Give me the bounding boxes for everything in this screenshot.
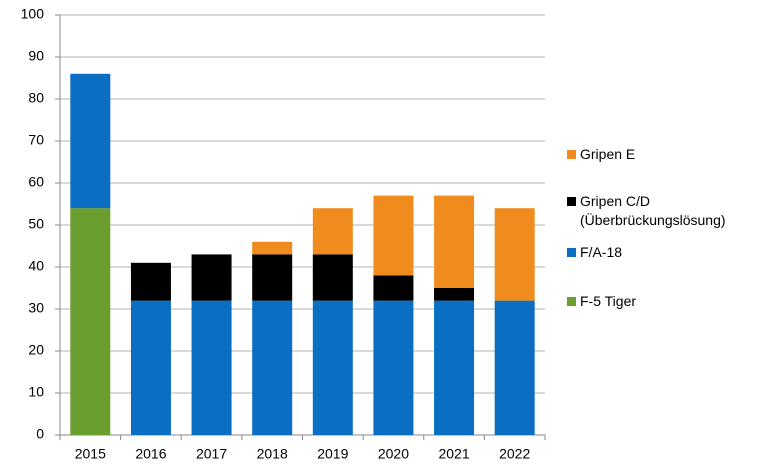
- bar-segment: [70, 73, 111, 209]
- bar-segment: [312, 254, 353, 301]
- bar-segment: [130, 300, 171, 435]
- bar-segment: [373, 300, 414, 435]
- bar-segment: [191, 300, 232, 435]
- legend-item: F-5 Tiger: [567, 292, 772, 311]
- y-tick-label: 80: [28, 90, 44, 106]
- y-tick-label: 50: [28, 216, 44, 232]
- y-tick-label: 60: [28, 174, 44, 190]
- bar-segment: [434, 195, 475, 288]
- legend-swatch: [567, 197, 576, 206]
- legend-swatch: [567, 297, 576, 306]
- bar-segment: [373, 195, 414, 276]
- legend-item: Gripen E: [567, 145, 772, 164]
- legend-label: F-5 Tiger: [580, 293, 637, 309]
- bar-segment: [434, 300, 475, 435]
- bar-segment: [312, 300, 353, 435]
- x-tick-label: 2017: [196, 446, 227, 462]
- x-tick-label: 2016: [135, 446, 166, 462]
- legend-label: Gripen E: [580, 146, 636, 162]
- x-tick-label: 2022: [499, 446, 530, 462]
- bar-segment: [252, 241, 293, 255]
- legend-swatch: [567, 248, 576, 257]
- bar-segment: [494, 208, 535, 301]
- bar-segment: [252, 300, 293, 435]
- y-tick-label: 0: [36, 426, 44, 442]
- y-tick-label: 20: [28, 342, 44, 358]
- legend-swatch: [567, 150, 576, 159]
- y-tick-label: 90: [28, 48, 44, 64]
- legend-label: Gripen C/D (Überbrückungslösung): [580, 193, 726, 228]
- bar-segment: [494, 300, 535, 435]
- bar-segment: [373, 275, 414, 301]
- legend-label: F/A-18: [580, 244, 623, 260]
- bar-segment: [191, 254, 232, 301]
- x-tick-label: 2019: [317, 446, 348, 462]
- y-tick-label: 30: [28, 300, 44, 316]
- x-tick-label: 2018: [257, 446, 288, 462]
- bar-segment: [130, 262, 171, 301]
- y-tick-label: 70: [28, 132, 44, 148]
- bar-segment: [70, 208, 111, 435]
- x-tick-label: 2015: [75, 446, 106, 462]
- y-tick-label: 40: [28, 258, 44, 274]
- x-tick-label: 2021: [438, 446, 469, 462]
- legend-item: F/A-18: [567, 243, 772, 262]
- y-tick-label: 100: [21, 6, 45, 22]
- legend-item: Gripen C/D (Überbrückungslösung): [567, 192, 772, 230]
- bar-segment: [434, 288, 475, 301]
- x-tick-label: 2020: [378, 446, 409, 462]
- y-tick-label: 10: [28, 384, 44, 400]
- bar-segment: [252, 254, 293, 301]
- bar-segment: [312, 208, 353, 255]
